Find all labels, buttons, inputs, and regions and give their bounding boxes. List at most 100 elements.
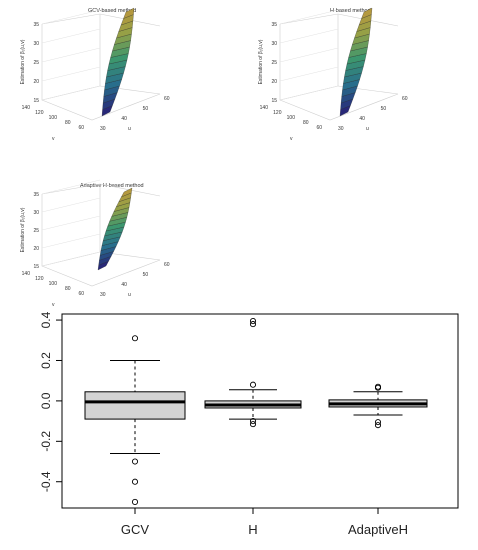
surface-grid-line bbox=[279, 85, 339, 101]
v-tick-label: 120 bbox=[35, 110, 44, 116]
u-tick-label: 50 bbox=[143, 272, 149, 278]
z-tick-label: 20 bbox=[33, 246, 39, 252]
z-tick-label: 35 bbox=[33, 22, 39, 28]
u-tick-label: 40 bbox=[121, 282, 127, 288]
z-tick-label: 15 bbox=[33, 98, 39, 104]
x-tick-label: GCV bbox=[121, 522, 150, 537]
outlier-point bbox=[131, 335, 139, 342]
y-tick-label: 0.4 bbox=[39, 311, 53, 328]
v-axis-label: v bbox=[52, 302, 55, 308]
u-tick-label: 60 bbox=[164, 96, 170, 102]
surface-chart: 15 20 25 30 35 Estimation of β₁(u,v) 140 120 100… bbox=[20, 7, 170, 142]
outlier-point bbox=[249, 381, 257, 388]
z-tick-label: 15 bbox=[271, 98, 277, 104]
surface-facet bbox=[123, 7, 135, 19]
z-tick-label: 30 bbox=[33, 41, 39, 47]
surface-grid-line bbox=[41, 85, 101, 101]
z-tick-label: 30 bbox=[33, 210, 39, 216]
outlier-point bbox=[249, 321, 257, 328]
outlier-point bbox=[249, 421, 257, 428]
outlier-point bbox=[131, 498, 139, 505]
surface-mesh bbox=[97, 187, 133, 271]
surface-floor bbox=[41, 259, 161, 287]
surface-grid-line bbox=[279, 47, 339, 63]
surface-plot-gcv: GCV-based method 15 20 25 30 35 Estimation of… bbox=[0, 0, 240, 160]
z-axis-label: Estimation of β₁(u,v) bbox=[258, 39, 264, 84]
y-tick-label: 0.0 bbox=[39, 392, 53, 409]
z-tick-label: 15 bbox=[33, 264, 39, 270]
surface-back-wall bbox=[279, 24, 339, 101]
u-axis-label: u bbox=[128, 126, 131, 132]
v-tick-label: 80 bbox=[65, 120, 71, 126]
surface-title: Adaptive H-based method bbox=[80, 183, 144, 189]
z-axis-label: Estimation of β₁(u,v) bbox=[20, 39, 26, 84]
surface-grid-line bbox=[279, 66, 339, 82]
surface-floor bbox=[279, 93, 399, 121]
surface-back-wall bbox=[41, 13, 101, 25]
u-tick-label: 60 bbox=[402, 96, 408, 102]
box-adaptiveh bbox=[328, 383, 428, 429]
outlier-point bbox=[249, 318, 257, 325]
surface-grid-line bbox=[41, 215, 101, 231]
v-tick-label: 80 bbox=[303, 120, 309, 126]
surface-grid-line bbox=[41, 251, 101, 267]
surface-grid-line bbox=[41, 47, 101, 63]
surface-grid-line bbox=[279, 28, 339, 44]
surface-grid-line bbox=[41, 233, 101, 249]
u-tick-label: 30 bbox=[338, 126, 344, 132]
surface-back-wall bbox=[41, 183, 101, 195]
surface-grid-line bbox=[41, 66, 101, 82]
surface-title: H-based method bbox=[330, 8, 371, 14]
plot-frame bbox=[61, 313, 459, 509]
box-gcv bbox=[84, 335, 186, 505]
v-tick-label: 140 bbox=[22, 105, 31, 111]
outlier-point bbox=[374, 419, 382, 426]
u-tick-label: 30 bbox=[100, 292, 106, 298]
v-tick-label: 60 bbox=[78, 125, 84, 131]
u-axis-label: u bbox=[366, 126, 369, 132]
z-tick-label: 20 bbox=[33, 79, 39, 85]
surface-chart: 15 20 25 30 35 Estimation of β₁(u,v) 140 120 100… bbox=[258, 7, 408, 142]
u-axis-label: u bbox=[128, 292, 131, 298]
surface-back-wall bbox=[41, 24, 101, 101]
z-tick-label: 25 bbox=[33, 60, 39, 66]
surface-grid-line bbox=[41, 197, 101, 213]
u-tick-label: 50 bbox=[143, 106, 149, 112]
outlier-point bbox=[249, 418, 257, 425]
surface-floor bbox=[41, 93, 161, 121]
y-tick-label: 0.2 bbox=[39, 352, 53, 369]
surface-grid-line bbox=[41, 179, 101, 195]
surface-facet bbox=[361, 7, 373, 19]
y-tick-label: -0.2 bbox=[39, 431, 53, 452]
z-tick-label: 30 bbox=[271, 41, 277, 47]
y-tick-label: -0.4 bbox=[39, 471, 53, 492]
z-tick-label: 25 bbox=[33, 228, 39, 234]
x-tick-label: H bbox=[248, 522, 257, 537]
surface-grid-line bbox=[279, 9, 339, 25]
v-tick-label: 100 bbox=[287, 115, 296, 121]
outlier-point bbox=[374, 384, 382, 391]
z-tick-label: 35 bbox=[271, 22, 277, 28]
v-tick-label: 60 bbox=[316, 125, 322, 131]
x-tick-label: AdaptiveH bbox=[348, 522, 408, 537]
outlier-point bbox=[131, 458, 139, 465]
u-tick-label: 50 bbox=[381, 106, 387, 112]
surface-grid-line bbox=[41, 9, 101, 25]
v-tick-label: 140 bbox=[22, 271, 31, 277]
v-tick-label: 140 bbox=[260, 105, 269, 111]
z-axis-label: Estimation of β₁(u,v) bbox=[20, 207, 26, 252]
surface-grid-line bbox=[41, 28, 101, 44]
surface-facet bbox=[121, 187, 133, 198]
u-tick-label: 30 bbox=[100, 126, 106, 132]
v-tick-label: 60 bbox=[78, 291, 84, 297]
v-tick-label: 100 bbox=[49, 281, 58, 287]
v-tick-label: 120 bbox=[35, 276, 44, 282]
v-axis-label: v bbox=[52, 136, 55, 142]
surface-chart: 15 20 25 30 35 Estimation of β₁(u,v) 140 120 100… bbox=[20, 179, 170, 308]
surface-mesh bbox=[101, 7, 135, 117]
outlier-point bbox=[131, 478, 139, 485]
u-tick-label: 40 bbox=[359, 116, 365, 122]
v-axis-label: v bbox=[290, 136, 293, 142]
v-tick-label: 120 bbox=[273, 110, 282, 116]
outlier-point bbox=[374, 422, 382, 429]
